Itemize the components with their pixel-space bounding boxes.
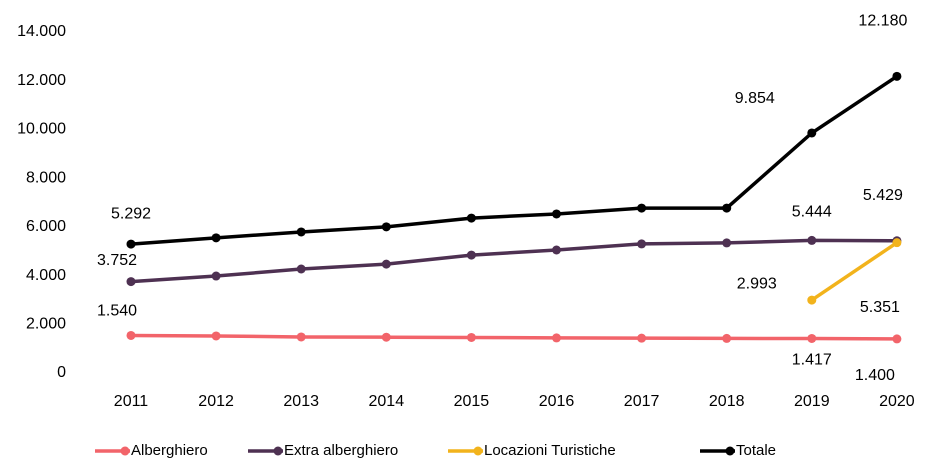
- x-tick-label: 2013: [283, 393, 319, 410]
- data-label: 5.429: [863, 187, 903, 204]
- data-point: [637, 239, 647, 249]
- data-point: [552, 333, 561, 343]
- y-tick-label: 14.000: [17, 23, 66, 40]
- y-tick-label: 4.000: [26, 267, 66, 284]
- data-point: [381, 259, 391, 269]
- legend-label: Extra alberghiero: [284, 442, 398, 459]
- x-tick-label: 2020: [879, 393, 915, 410]
- data-label: 1.540: [97, 303, 137, 320]
- data-point: [466, 213, 476, 223]
- series-line: [130, 238, 897, 284]
- legend-label: Totale: [736, 442, 776, 459]
- data-point: [637, 203, 647, 213]
- legend-marker: [473, 446, 483, 456]
- data-point: [807, 295, 817, 305]
- data-point: [381, 222, 391, 232]
- data-point: [296, 227, 306, 237]
- y-tick-label: 6.000: [26, 218, 66, 235]
- x-tick-label: 2011: [114, 393, 149, 410]
- y-tick-label: 0: [57, 364, 66, 381]
- data-label: 3.752: [97, 252, 137, 269]
- data-point: [892, 334, 902, 344]
- data-point: [466, 250, 476, 260]
- x-tick-label: 2018: [709, 393, 745, 410]
- data-label: 5.444: [792, 204, 832, 221]
- data-point: [807, 235, 817, 245]
- data-label: 5.292: [111, 205, 151, 222]
- data-point: [807, 333, 817, 343]
- y-tick-label: 10.000: [17, 121, 66, 138]
- y-tick-label: 12.000: [17, 72, 66, 89]
- data-label: 2.993: [737, 275, 777, 292]
- data-point: [552, 209, 561, 219]
- data-point: [296, 332, 306, 342]
- data-point: [126, 330, 136, 340]
- y-tick-label: 8.000: [26, 169, 66, 186]
- data-point: [126, 239, 136, 249]
- data-label: 1.400: [855, 367, 895, 384]
- data-point: [722, 203, 732, 213]
- data-point: [892, 238, 902, 248]
- legend-marker: [120, 446, 130, 456]
- x-tick-label: 2017: [624, 393, 660, 410]
- data-label: 12.180: [858, 13, 907, 30]
- data-label: 1.417: [792, 352, 832, 369]
- data-label: 5.351: [860, 299, 900, 316]
- data-point: [722, 238, 732, 248]
- data-point: [126, 277, 136, 287]
- x-tick-label: 2012: [198, 393, 234, 410]
- legend-marker: [273, 446, 283, 456]
- x-tick-label: 2019: [794, 393, 830, 410]
- data-point: [552, 245, 561, 255]
- data-point: [466, 332, 476, 342]
- data-point: [211, 233, 221, 243]
- data-point: [381, 332, 391, 342]
- data-point: [892, 71, 902, 81]
- data-point: [211, 271, 221, 281]
- data-label: 9.854: [735, 90, 775, 107]
- data-point: [296, 264, 306, 274]
- data-point: [637, 333, 647, 343]
- x-tick-label: 2015: [454, 393, 490, 410]
- x-tick-label: 2014: [369, 393, 405, 410]
- series-line: [130, 333, 897, 341]
- x-tick-label: 2016: [539, 393, 575, 410]
- legend-marker: [725, 446, 735, 456]
- series-line: [810, 241, 898, 302]
- legend-label: Alberghiero: [131, 442, 208, 459]
- data-point: [722, 333, 732, 343]
- legend-label: Locazioni Turistiche: [484, 442, 616, 459]
- data-point: [807, 128, 817, 138]
- y-tick-label: 2.000: [26, 316, 66, 333]
- series-line: [130, 74, 898, 246]
- data-point: [211, 331, 221, 341]
